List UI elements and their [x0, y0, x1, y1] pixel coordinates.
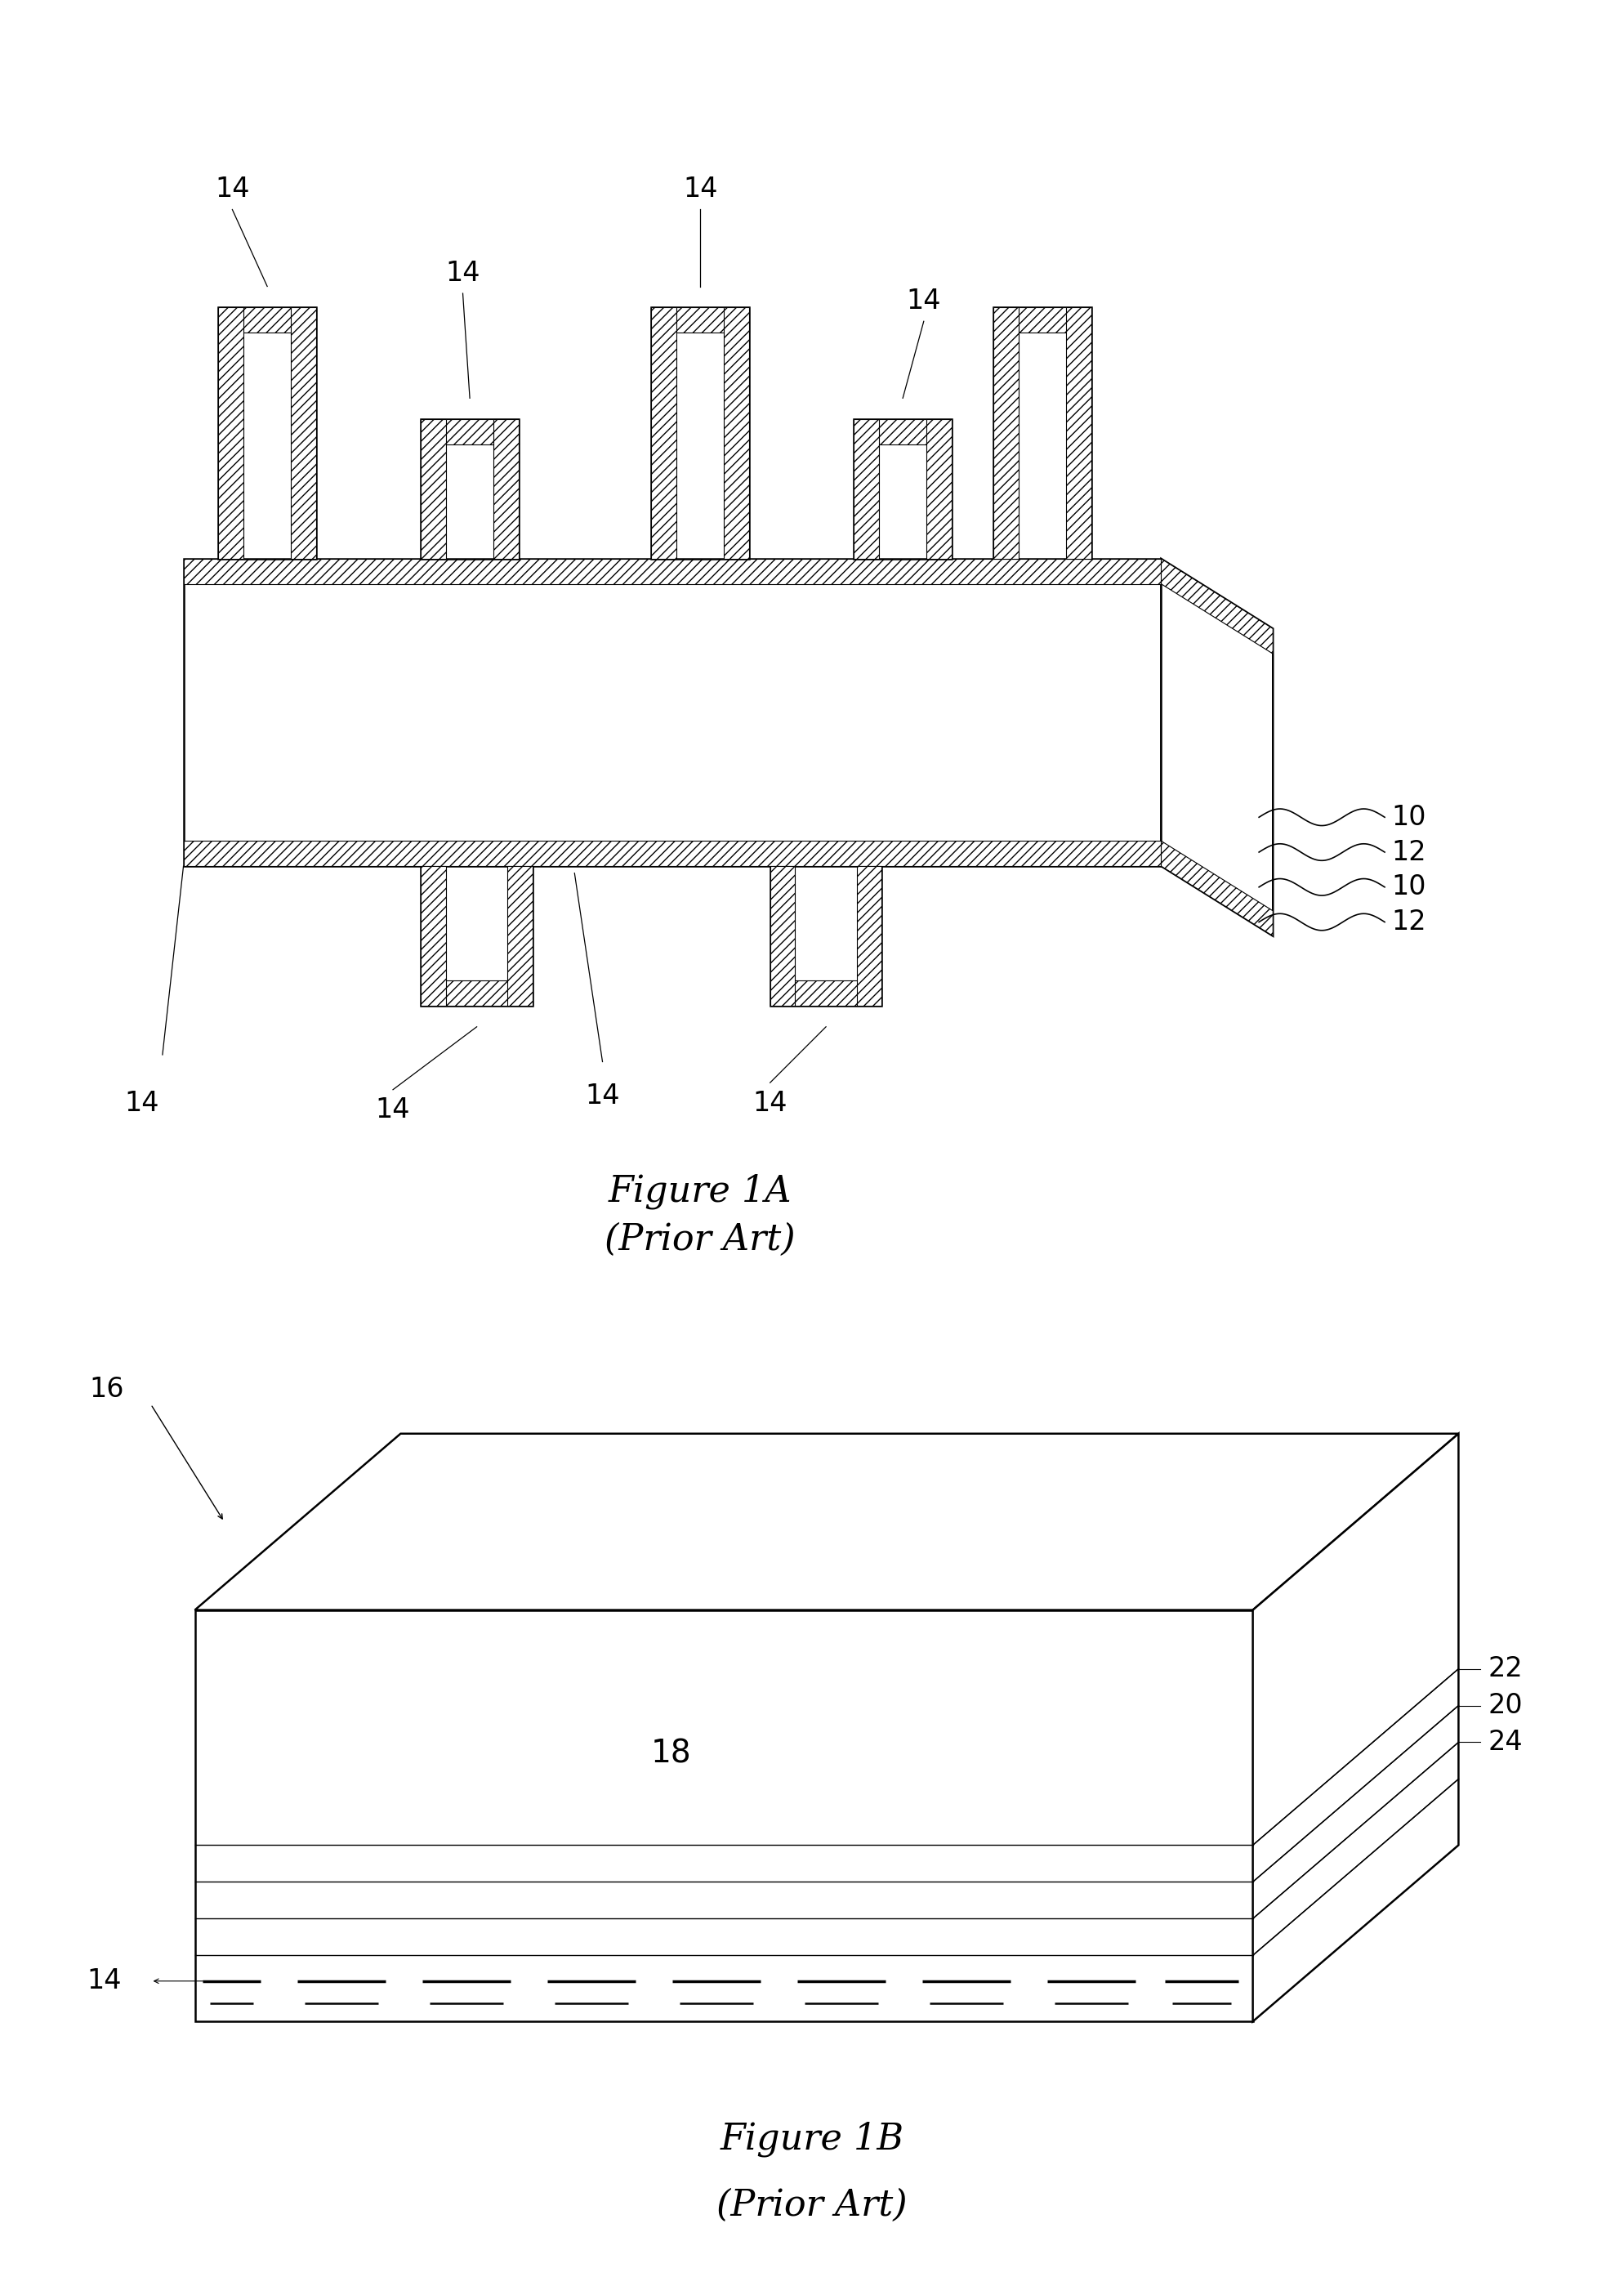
Text: (Prior Art): (Prior Art) [716, 2188, 908, 2222]
Bar [507, 866, 533, 1006]
Text: Figure 1B: Figure 1B [719, 2121, 905, 2156]
Bar [854, 418, 879, 558]
Bar [494, 418, 518, 558]
Bar [421, 418, 518, 443]
Bar [184, 558, 1161, 866]
Text: 14: 14 [585, 1084, 620, 1109]
Bar [857, 866, 882, 1006]
Polygon shape [1252, 1433, 1458, 2021]
Polygon shape [1161, 841, 1273, 935]
Bar [770, 866, 882, 1006]
Bar [854, 418, 952, 443]
Bar [421, 981, 533, 1006]
Bar [184, 841, 1161, 866]
Bar [770, 866, 796, 1006]
Bar [927, 418, 952, 558]
Text: 14: 14 [445, 258, 481, 286]
Bar [854, 418, 952, 558]
Bar [651, 306, 749, 558]
Bar [994, 306, 1091, 331]
Polygon shape [195, 1609, 1252, 2021]
Text: 10: 10 [1392, 873, 1426, 901]
Text: 14: 14 [906, 288, 940, 313]
Bar [770, 981, 882, 1006]
Bar [291, 306, 317, 558]
Polygon shape [195, 1433, 1458, 1609]
Text: 14: 14 [123, 1090, 159, 1116]
Text: 22: 22 [1488, 1655, 1523, 1682]
Bar [421, 418, 518, 558]
Bar [218, 306, 244, 558]
Text: 14: 14 [684, 176, 718, 203]
Bar [994, 306, 1018, 558]
Text: 14: 14 [214, 176, 250, 203]
Text: 10: 10 [1392, 805, 1426, 830]
Bar [651, 306, 677, 558]
Text: 12: 12 [1392, 908, 1426, 935]
Text: (Prior Art): (Prior Art) [604, 1223, 796, 1257]
Bar [1067, 306, 1091, 558]
Bar [651, 306, 749, 331]
Bar [724, 306, 749, 558]
Bar [218, 306, 317, 558]
Text: 14: 14 [86, 1968, 122, 1996]
Text: 12: 12 [1392, 839, 1426, 866]
Bar [421, 418, 447, 558]
Text: 20: 20 [1488, 1692, 1523, 1719]
Text: 24: 24 [1488, 1728, 1523, 1756]
Bar [218, 306, 317, 331]
Text: 16: 16 [89, 1376, 123, 1404]
Text: 18: 18 [651, 1737, 692, 1769]
Bar [421, 866, 533, 1006]
Polygon shape [1161, 558, 1273, 654]
Text: 14: 14 [754, 1090, 788, 1116]
Bar [994, 306, 1091, 558]
Bar [421, 866, 447, 1006]
Polygon shape [1161, 558, 1273, 935]
Bar [184, 558, 1161, 583]
Text: Figure 1A: Figure 1A [609, 1173, 793, 1209]
Text: 14: 14 [375, 1097, 411, 1125]
